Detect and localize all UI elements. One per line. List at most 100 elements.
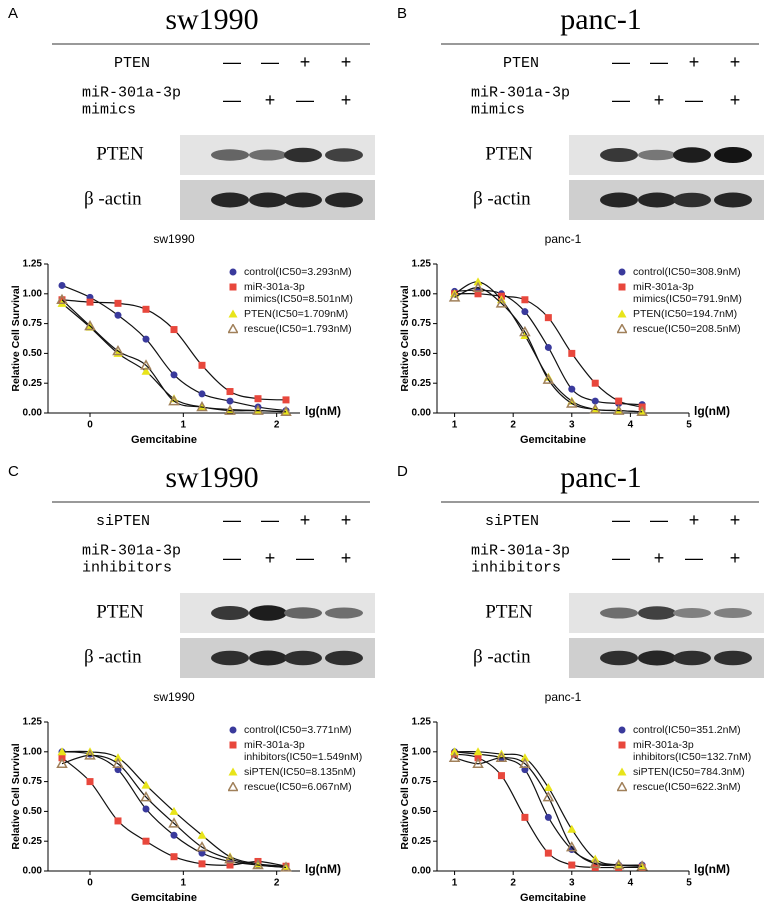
legend-label: control(IC50=308.9nM) bbox=[633, 266, 741, 278]
sign: + bbox=[341, 548, 352, 568]
data-point bbox=[229, 741, 237, 749]
data-point bbox=[170, 853, 178, 861]
data-point bbox=[566, 841, 578, 852]
legend-label: rescue(IC50=622.3nM) bbox=[633, 781, 741, 793]
blot-band bbox=[325, 607, 363, 619]
data-point bbox=[544, 849, 552, 857]
data-point bbox=[448, 291, 461, 302]
row-label: siPTEN bbox=[485, 513, 539, 530]
data-point bbox=[617, 767, 627, 776]
y-tick-label: 0.25 bbox=[412, 378, 432, 389]
panel-title: sw1990 bbox=[165, 3, 258, 36]
legend-label: miR-301a-3p mimics(IC50=8.501nM) bbox=[244, 281, 353, 305]
legend-item: siPTEN(IC50=8.135nM) bbox=[228, 766, 378, 778]
data-point bbox=[566, 397, 578, 408]
data-point bbox=[617, 782, 627, 792]
legend-label: siPTEN(IC50=8.135nM) bbox=[244, 766, 356, 778]
blot-band bbox=[638, 192, 676, 208]
panel-letter: A bbox=[8, 5, 18, 22]
x-tick-label: 4 bbox=[628, 878, 634, 889]
y-tick-label: 0.75 bbox=[23, 318, 43, 329]
data-point bbox=[228, 309, 238, 318]
y-axis-label: Relative Cell Survival bbox=[399, 743, 411, 849]
row-label: inhibitors bbox=[82, 559, 172, 576]
data-point bbox=[617, 324, 627, 334]
x-unit-label: lg(nM) bbox=[694, 404, 730, 418]
data-point bbox=[543, 783, 553, 792]
legend-label: control(IC50=3.771nM) bbox=[244, 724, 352, 736]
legend-item: rescue(IC50=208.5nM) bbox=[617, 323, 767, 335]
x-unit-label: lg(nM) bbox=[694, 862, 730, 876]
data-point bbox=[140, 791, 152, 802]
blot-band bbox=[284, 607, 322, 619]
sign: — bbox=[612, 510, 630, 530]
legend-marker bbox=[618, 726, 626, 734]
data-point bbox=[84, 749, 96, 760]
data-point bbox=[170, 326, 178, 334]
blot-band bbox=[638, 650, 676, 666]
x-tick-label: 5 bbox=[686, 420, 692, 431]
blot-band bbox=[714, 650, 752, 666]
legend-item: PTEN(IC50=194.7nM) bbox=[617, 308, 767, 320]
y-axis-label: Relative Cell Survival bbox=[10, 285, 22, 391]
panel-letter: B bbox=[397, 5, 407, 22]
data-point bbox=[196, 841, 208, 852]
x-tick-label: 2 bbox=[510, 878, 516, 889]
legend-label: PTEN(IC50=194.7nM) bbox=[633, 308, 738, 320]
row-label: miR-301a-3p bbox=[471, 542, 570, 559]
blot-band bbox=[714, 608, 752, 618]
legend: control(IC50=351.2nM) miR-301a-3p inhibit… bbox=[617, 724, 767, 796]
legend: control(IC50=308.9nM) miR-301a-3p mimics(… bbox=[617, 266, 767, 338]
data-point bbox=[618, 741, 626, 749]
y-tick-label: 1.25 bbox=[412, 717, 432, 728]
data-point bbox=[228, 782, 238, 792]
legend-marker bbox=[617, 309, 627, 318]
blot-label: β -actin bbox=[473, 188, 531, 209]
data-point bbox=[568, 861, 576, 869]
blot-label: PTEN bbox=[485, 601, 533, 622]
blot-band bbox=[284, 147, 322, 163]
data-point bbox=[141, 780, 151, 789]
blot-label: β -actin bbox=[84, 646, 142, 667]
blot-band bbox=[714, 192, 752, 208]
panel-title: sw1990 bbox=[165, 461, 258, 494]
legend-marker bbox=[617, 324, 627, 334]
data-point bbox=[612, 404, 625, 415]
y-tick-label: 0.25 bbox=[23, 378, 43, 389]
data-point bbox=[252, 404, 264, 415]
sign: — bbox=[223, 548, 241, 568]
blot-band bbox=[325, 650, 363, 666]
panel-title: panc-1 bbox=[560, 461, 642, 494]
sign: — bbox=[685, 548, 703, 568]
data-point bbox=[198, 390, 206, 398]
chart-title: panc-1 bbox=[545, 232, 582, 246]
data-point bbox=[542, 373, 555, 384]
chart-title: sw1990 bbox=[153, 232, 195, 246]
y-tick-label: 0.00 bbox=[23, 866, 43, 877]
legend-label: rescue(IC50=1.793nM) bbox=[244, 323, 352, 335]
legend-item: rescue(IC50=622.3nM) bbox=[617, 781, 767, 793]
y-tick-label: 0.00 bbox=[412, 408, 432, 419]
data-point bbox=[521, 308, 529, 316]
blot-band bbox=[211, 650, 249, 666]
panel-title: panc-1 bbox=[560, 3, 642, 36]
y-axis-label: Relative Cell Survival bbox=[10, 743, 22, 849]
data-point bbox=[140, 359, 152, 370]
data-point bbox=[226, 861, 234, 869]
data-point bbox=[589, 403, 602, 414]
x-unit-label: lg(nM) bbox=[305, 862, 341, 876]
legend-label: miR-301a-3p inhibitors(IC50=1.549nM) bbox=[244, 739, 363, 763]
fit-curve bbox=[61, 299, 287, 413]
sign: — bbox=[261, 510, 279, 530]
data-point bbox=[84, 319, 96, 331]
legend-item: PTEN(IC50=1.709nM) bbox=[228, 308, 378, 320]
sign: — bbox=[261, 52, 279, 72]
x-tick-label: 1 bbox=[452, 878, 458, 889]
legend-marker bbox=[228, 767, 238, 776]
x-tick-label: 1 bbox=[452, 420, 458, 431]
y-tick-label: 0.75 bbox=[412, 318, 432, 329]
sign: — bbox=[650, 510, 668, 530]
x-tick-label: 2 bbox=[274, 878, 280, 889]
data-point bbox=[474, 290, 482, 298]
data-point bbox=[57, 747, 67, 756]
